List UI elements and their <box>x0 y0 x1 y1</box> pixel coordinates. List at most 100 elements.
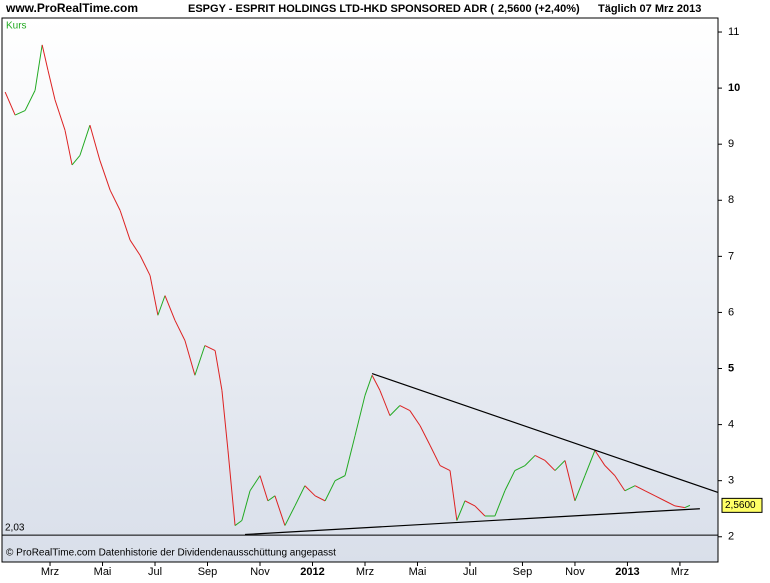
price-segment <box>644 490 656 497</box>
price-segment <box>654 495 666 502</box>
price-segment <box>324 480 336 502</box>
price-segment <box>267 495 276 502</box>
price-segment <box>456 500 466 521</box>
price-segment <box>47 70 56 100</box>
price-segment <box>34 44 43 91</box>
x-tick-label: Jul <box>463 566 477 578</box>
price-segment <box>584 450 596 476</box>
price-segment <box>354 395 366 436</box>
price-segment <box>664 500 676 507</box>
price-segment <box>554 460 566 471</box>
price-segment <box>184 340 196 376</box>
price-segment <box>634 485 646 492</box>
x-tick-label: Mrz <box>356 566 374 578</box>
price-segment <box>419 425 431 446</box>
price-segment <box>174 320 186 341</box>
x-tick-label: Mrz <box>41 566 59 578</box>
price-segment <box>149 275 159 316</box>
price-segment <box>389 405 401 416</box>
x-tick-label: Nov <box>565 566 585 578</box>
price-segment <box>464 500 476 507</box>
price-segment <box>684 504 691 509</box>
y-tick-label: 10 <box>728 82 740 94</box>
trendline <box>245 508 700 536</box>
y-tick-label: 7 <box>728 250 734 262</box>
y-tick-label: 11 <box>728 26 739 38</box>
price-segment <box>314 495 326 502</box>
price-segment <box>227 450 236 526</box>
y-tick-label: 2 <box>728 531 734 543</box>
price-segment <box>674 505 686 509</box>
price-segment <box>294 485 306 507</box>
price-segment <box>119 210 131 241</box>
plot-area <box>1 17 719 563</box>
x-tick-label: Sep <box>513 566 533 578</box>
price-segment <box>234 520 243 526</box>
price-segment <box>429 445 441 466</box>
x-tick-label: Nov <box>250 566 270 578</box>
price-segment <box>334 475 346 482</box>
price-segment <box>99 160 111 191</box>
period: Täglich 07 Mrz 2013 <box>598 3 701 15</box>
price-segment <box>624 485 636 492</box>
price-segment <box>204 345 216 352</box>
price-segment <box>474 505 486 517</box>
price-segment <box>534 454 546 461</box>
legend-entry: Kurs <box>6 21 27 32</box>
price-segment <box>399 405 411 412</box>
price-segment <box>54 99 66 131</box>
price-segment <box>249 475 261 492</box>
y-tick-label: 3 <box>728 475 734 487</box>
price-segment <box>564 460 576 501</box>
price-segment <box>504 470 516 491</box>
price-segment <box>364 375 373 396</box>
price-segment <box>129 239 141 256</box>
price-segment <box>514 465 526 472</box>
x-tick-label: Mai <box>94 566 112 578</box>
y-tick-label: 8 <box>728 194 734 206</box>
x-tick-label: Jul <box>148 566 162 578</box>
price-segment <box>64 130 73 166</box>
price-segment <box>409 410 421 426</box>
x-tick-label: Mrz <box>671 566 689 578</box>
price-segment <box>194 345 206 376</box>
y-tick-label: 5 <box>728 362 734 374</box>
level-label: 2,03 <box>5 523 25 534</box>
price-segment <box>259 475 269 502</box>
price-segment <box>14 110 26 116</box>
price-segment <box>214 350 223 391</box>
x-tick-label: Mai <box>409 566 427 578</box>
trendline <box>371 372 719 494</box>
price-segment <box>344 435 356 476</box>
price-segment <box>614 475 626 492</box>
price-segment <box>574 475 586 502</box>
price-segment <box>4 91 16 116</box>
price-segment <box>109 189 121 211</box>
footer: © ProRealTime.com Datenhistorie der Divi… <box>6 548 336 559</box>
price-segment <box>304 485 316 497</box>
x-tick-label: 2012 <box>300 566 324 578</box>
x-tick-label: 2013 <box>615 566 639 578</box>
chart-title: ESPGY - ESPRIT HOLDINGS LTD-HKD SPONSORE… <box>188 3 494 15</box>
price-segment <box>157 295 166 316</box>
price-segment <box>139 255 151 276</box>
price-segment <box>604 465 616 476</box>
last-price-label: 2,5600 <box>725 500 756 511</box>
price-segment <box>524 455 536 466</box>
x-tick-label: Sep <box>198 566 218 578</box>
price-segment <box>544 460 556 471</box>
price-segment <box>371 375 381 391</box>
price-segment <box>494 490 506 517</box>
price-segment <box>284 505 296 526</box>
price-segment <box>439 465 451 472</box>
quote: 2,5600 (+2,40%) <box>498 3 580 15</box>
last-price-box <box>721 497 763 513</box>
price-segment <box>274 495 286 526</box>
y-tick-label: 6 <box>728 306 734 318</box>
price-segment <box>379 390 391 416</box>
price-segment <box>24 90 36 111</box>
price-segment <box>41 44 49 71</box>
price-segment <box>594 450 606 466</box>
price-segment <box>79 124 91 156</box>
